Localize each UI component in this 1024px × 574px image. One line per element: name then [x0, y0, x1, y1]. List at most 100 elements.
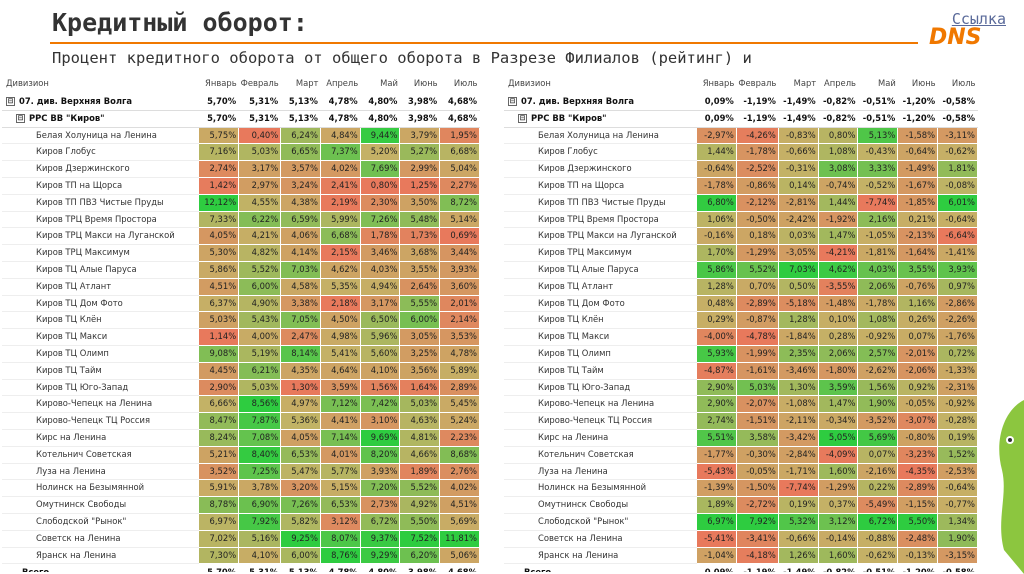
table-row[interactable]: Киров ТП ПВЗ Чистые Пруды 12,12% 4,55% 4,38…: [2, 194, 480, 212]
table-row[interactable]: Нолинск на Безымянной 5,91% 3,78% 3,20% 5,15…: [2, 479, 480, 498]
table-row[interactable]: Кирово-Чепецк ТЦ Россия 2,74% -1,51% -2,11%…: [504, 412, 978, 430]
heatmap-cell: 2,97%: [238, 177, 282, 195]
branch-name: Белая Холуница на Ленина: [504, 127, 697, 145]
table-row[interactable]: Киров ТЦ Клён 5,03% 5,43% 7,05% 4,50% 6,50% 6,…: [2, 311, 480, 330]
table-row[interactable]: Киров ТЦ Макси -4,00% -4,78% -1,84% 0,28% -0,…: [504, 328, 978, 346]
heatmap-cell: -2,06%: [897, 362, 939, 380]
table-row[interactable]: Белая Холуница на Ленина -2,97% -4,26% -0,8…: [504, 127, 978, 145]
heatmap-cell: 3,93%: [360, 463, 401, 481]
column-header-month[interactable]: Май: [380, 78, 398, 88]
table-row[interactable]: Киров ТЦ Тайм -4,87% -1,61% -3,46% -1,80% -2,…: [504, 362, 978, 380]
heatmap-cell: 4,02%: [320, 160, 361, 178]
table-row[interactable]: Киров ТП ПВЗ Чистые Пруды 6,80% -2,12% -2,8…: [504, 194, 978, 212]
column-header-month[interactable]: Июнь: [413, 78, 438, 88]
table-row[interactable]: Киров ТЦ Атлант 4,51% 6,00% 4,58% 5,35% 4,94%…: [2, 278, 480, 296]
heatmap-cell: -2,97%: [696, 127, 737, 145]
value-cell: 4,78%: [320, 110, 361, 128]
collapse-toggle-icon[interactable]: ⊟: [518, 113, 527, 123]
table-row[interactable]: Луза на Ленина 3,52% 7,25% 5,47% 5,77% 3,93% 1…: [2, 463, 480, 481]
table-row[interactable]: Киров ТЦ Алые Паруса 5,86% 5,52% 7,03% 4,62%…: [2, 261, 480, 279]
row-label-text: 07. див. Верхняя Волга: [19, 96, 132, 106]
table-row[interactable]: Советск на Ленина -5,41% -3,41% -0,66% -0,14…: [504, 530, 978, 548]
division-group-row[interactable]: ⊟ 07. див. Верхняя Волга 0,09% -1,19% -1,49%…: [504, 94, 978, 111]
table-row[interactable]: Кирс на Ленина 8,24% 7,08% 4,05% 7,14% 9,69% 4…: [2, 429, 480, 447]
column-header-month[interactable]: Июнь: [911, 78, 936, 88]
table-row[interactable]: Киров ТЦ Юго-Запад 2,90% 5,03% 1,30% 3,59% 1,…: [2, 379, 480, 397]
branch-name: Котельнич Советская: [504, 446, 697, 464]
table-row[interactable]: Яранск на Ленина -1,04% -4,18% 1,26% 1,60% -0…: [504, 547, 978, 565]
column-header-month[interactable]: Январь: [205, 78, 237, 88]
table-row[interactable]: Слободской "Рынок" 6,97% 7,92% 5,32% 3,12% 6,…: [504, 513, 978, 531]
rrs-group-row[interactable]: ⊟ РРС ВВ "Киров" 5,70% 5,31% 5,13% 4,78% 4,80%…: [2, 110, 480, 128]
table-row[interactable]: Котельнич Советская -1,77% -0,30% -2,84% -4,…: [504, 446, 978, 464]
collapse-toggle-icon[interactable]: ⊟: [6, 97, 15, 106]
value-cell: -1,19%: [736, 110, 779, 128]
heatmap-cell: 5,50%: [897, 513, 939, 531]
table-row[interactable]: Киров ТЦ Атлант 1,28% 0,70% 0,50% -3,55% 2,06…: [504, 278, 978, 296]
column-header-month[interactable]: Март: [295, 78, 319, 88]
table-row[interactable]: Киров Дзержинского -0,64% -2,52% -0,31% 3,08…: [504, 160, 978, 178]
column-header-month[interactable]: Февраль: [738, 78, 777, 88]
table-row[interactable]: Советск на Ленина 7,02% 5,16% 9,25% 8,07% 9,3…: [2, 530, 480, 548]
collapse-toggle-icon[interactable]: ⊟: [16, 113, 25, 123]
branch-name: Киров Глобус: [2, 143, 199, 162]
column-header-month[interactable]: Январь: [702, 78, 735, 88]
division-group-row[interactable]: ⊟ 07. див. Верхняя Волга 5,70% 5,31% 5,13% 4,…: [2, 94, 480, 111]
table-row[interactable]: Кирово-Чепецк ТЦ Россия 8,47% 7,87% 5,36% 4,…: [2, 412, 480, 430]
table-row[interactable]: Киров ТЦ Дом Фото 6,37% 4,90% 3,38% 2,18% 3,1…: [2, 295, 480, 313]
value-cell: -1,49%: [778, 94, 819, 111]
table-row[interactable]: Слободской "Рынок" 6,97% 7,92% 5,82% 3,12% 6,…: [2, 513, 480, 531]
table-row[interactable]: Киров Глобус 1,44% -1,78% -0,66% 1,08% -0,43%…: [504, 143, 978, 162]
source-link[interactable]: Ссылка: [951, 10, 1006, 28]
column-header-month[interactable]: Апрель: [326, 78, 359, 88]
table-row[interactable]: Киров ТП на Щорса -1,78% -0,86% 0,14% -0,74%…: [504, 177, 978, 195]
column-header-month[interactable]: Май: [877, 78, 896, 88]
table-row[interactable]: Киров ТЦ Дом Фото 0,48% -2,89% -5,18% -1,48%…: [504, 295, 978, 313]
collapse-toggle-icon[interactable]: ⊟: [508, 97, 517, 106]
column-header-division[interactable]: Дивизион: [6, 78, 49, 88]
rrs-group-row[interactable]: ⊟ РРС ВВ "Киров" 0,09% -1,19% -1,49% -0,82% -0…: [504, 110, 978, 128]
branch-name: Киров ТЦ Атлант: [504, 278, 697, 296]
table-row[interactable]: Омутнинск Свободы 8,78% 6,90% 7,26% 6,53% 2,7…: [2, 496, 480, 514]
column-header-month[interactable]: Июль: [453, 78, 478, 88]
table-row[interactable]: Яранск на Ленина 7,30% 4,10% 6,00% 8,76% 9,29…: [2, 547, 480, 565]
table-row[interactable]: Киров Дзержинского 2,74% 3,17% 3,57% 4,02% 7,…: [2, 160, 480, 178]
table-row[interactable]: Киров ТЦ Алые Паруса 5,86% 5,52% 7,03% 4,62%…: [504, 261, 978, 279]
column-header-month[interactable]: Июль: [951, 78, 976, 88]
table-row[interactable]: Киров ТРЦ Максимум 1,70% -1,29% -3,05% -4,21…: [504, 244, 978, 262]
table-row[interactable]: Котельнич Советская 5,21% 8,40% 6,53% 4,01% 8…: [2, 446, 480, 464]
branch-name: Кирово-Чепецк на Ленина: [2, 395, 199, 414]
heatmap-cell: 1,16%: [897, 295, 939, 313]
column-header-division[interactable]: Дивизион: [508, 78, 551, 88]
table-row[interactable]: Кирово-Чепецк на Ленина 2,90% -2,07% -1,08%…: [504, 395, 978, 414]
table-row[interactable]: Кирс на Ленина 5,51% 3,58% -3,42% 5,05% 5,69%…: [504, 429, 978, 447]
table-row[interactable]: Киров ТРЦ Макси на Луганской 4,05% 4,21% 4,…: [2, 227, 480, 246]
heatmap-cell: 1,26%: [778, 547, 819, 565]
table-row[interactable]: Киров ТРЦ Время Простора 1,06% -0,50% -2,42…: [504, 211, 978, 229]
table-row[interactable]: Киров ТРЦ Время Простора 7,33% 6,22% 6,59% 5…: [2, 211, 480, 229]
table-row[interactable]: Киров ТП на Щорса 1,42% 2,97% 3,24% 2,41% 0,8…: [2, 177, 480, 195]
table-row[interactable]: Киров ТЦ Олимп 9,08% 5,19% 8,14% 5,41% 5,60% 3…: [2, 345, 480, 363]
table-row[interactable]: Киров Глобус 7,16% 5,03% 6,65% 7,37% 5,20% 5,2…: [2, 143, 480, 162]
table-row[interactable]: Луза на Ленина -5,43% -0,05% -1,71% 1,60% -2,…: [504, 463, 978, 481]
table-row[interactable]: Кирово-Чепецк на Ленина 6,66% 8,56% 4,97% 7,…: [2, 395, 480, 414]
table-row[interactable]: Киров ТЦ Олимп 5,93% -1,99% 2,35% 2,06% 2,57%…: [504, 345, 978, 363]
table-row[interactable]: Киров ТЦ Макси 1,14% 4,00% 2,47% 4,98% 5,96% 3…: [2, 328, 480, 346]
column-header-month[interactable]: Февраль: [240, 78, 279, 88]
table-row[interactable]: Киров ТРЦ Максимум 5,30% 4,82% 4,14% 2,15% 3,…: [2, 244, 480, 262]
column-header-month[interactable]: Апрель: [824, 78, 856, 88]
table-row[interactable]: Киров ТЦ Юго-Запад 2,90% 5,03% 1,30% 3,59% 1,…: [504, 379, 978, 397]
table-row[interactable]: Омутнинск Свободы 1,89% -2,72% 0,19% 0,37% -5…: [504, 496, 978, 514]
total-row[interactable]: Всего 0,09%-1,19%-1,49%-0,82%-0,51%-1,20%…: [504, 563, 978, 572]
heatmap-cell: 3,55%: [897, 261, 939, 279]
heatmap-cell: 3,93%: [439, 261, 480, 279]
table-row[interactable]: Киров ТРЦ Макси на Луганской -0,16% 0,18% 0…: [504, 227, 978, 246]
heatmap-cell: 7,33%: [198, 211, 240, 229]
table-row[interactable]: Киров ТЦ Клён 0,29% -0,87% 1,28% 0,10% 1,08% 0…: [504, 311, 978, 330]
table-row[interactable]: Нолинск на Безымянной -1,39% -1,50% -7,74% -…: [504, 479, 978, 498]
total-row[interactable]: Всего 5,70%5,31%5,13%4,78%4,80%3,98%4,68%: [2, 563, 480, 572]
column-header-month[interactable]: Март: [793, 78, 817, 88]
heatmap-cell: 6,65%: [280, 143, 321, 162]
table-row[interactable]: Белая Холуница на Ленина 5,75% 0,40% 6,24% 4…: [2, 127, 480, 145]
table-row[interactable]: Киров ТЦ Тайм 4,45% 6,21% 4,35% 4,64% 4,10% 3,…: [2, 362, 480, 380]
